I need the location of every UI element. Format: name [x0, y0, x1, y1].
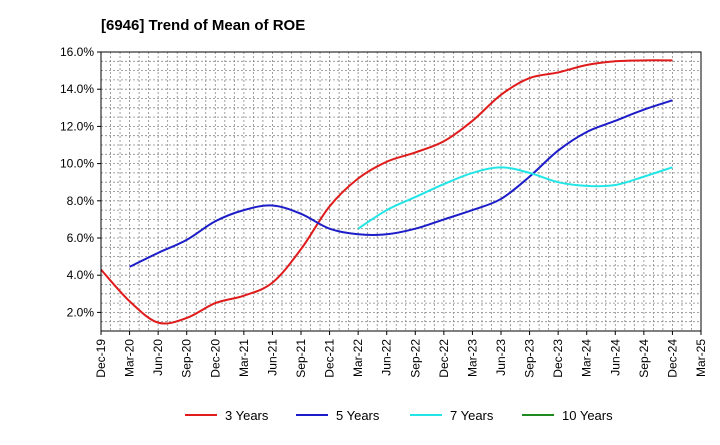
x-tick-label: Dec-19 [94, 339, 108, 378]
legend-label: 3 Years [225, 408, 269, 423]
x-tick-label: Dec-20 [208, 339, 222, 378]
plot-frame [100, 51, 702, 332]
y-tick-label: 12.0% [60, 119, 94, 133]
x-tick-label: Mar-24 [580, 339, 594, 377]
x-tick-label: Mar-21 [237, 339, 251, 377]
y-tick-label: 8.0% [67, 194, 95, 208]
grid [101, 52, 701, 331]
x-tick-label: Sep-22 [408, 339, 422, 378]
y-tick-label: 2.0% [67, 305, 95, 319]
x-tick-label: Jun-22 [380, 339, 394, 376]
series-lines [100, 59, 673, 325]
series-line-7-years [357, 166, 673, 230]
legend-label: 7 Years [450, 408, 494, 423]
x-tick-label: Dec-24 [665, 339, 679, 378]
x-tick-label: Jun-24 [608, 339, 622, 376]
x-tick-label: Sep-24 [637, 339, 651, 378]
x-tick-label: Dec-21 [323, 339, 337, 378]
x-tick-label: Dec-22 [437, 339, 451, 378]
y-tick-label: 14.0% [60, 82, 94, 96]
x-tick-label: Dec-23 [551, 339, 565, 378]
legend-label: 5 Years [336, 408, 380, 423]
x-tick-label: Sep-21 [294, 339, 308, 378]
x-tick-label: Jun-20 [151, 339, 165, 376]
y-axis-ticks: 2.0% 4.0% 6.0% 8.0% 10.0% 12.0% 14.0% 16.0% [60, 45, 101, 319]
x-tick-label: Mar-25 [694, 339, 708, 377]
x-tick-label: Mar-20 [123, 339, 137, 377]
x-axis-ticks: Dec-19 Mar-20 Jun-20 Sep-20 Dec-20 Mar-21 Jun-… [94, 331, 708, 378]
legend: 3 Years 5 Years 7 Years 10 Years [185, 408, 613, 423]
y-tick-label: 16.0% [60, 45, 94, 59]
x-tick-label: Mar-22 [351, 339, 365, 377]
x-tick-label: Jun-21 [265, 339, 279, 376]
x-tick-label: Sep-23 [523, 339, 537, 378]
legend-label: 10 Years [562, 408, 613, 423]
chart-title: [6946] Trend of Mean of ROE [101, 17, 305, 34]
x-tick-label: Sep-20 [180, 339, 194, 378]
x-tick-label: Mar-23 [465, 339, 479, 377]
y-tick-label: 10.0% [60, 157, 94, 171]
x-tick-label: Jun-23 [494, 339, 508, 376]
series-line-5-years [129, 99, 673, 268]
y-tick-label: 6.0% [67, 231, 95, 245]
series-line-3-years [100, 59, 673, 325]
y-tick-label: 4.0% [67, 268, 95, 282]
